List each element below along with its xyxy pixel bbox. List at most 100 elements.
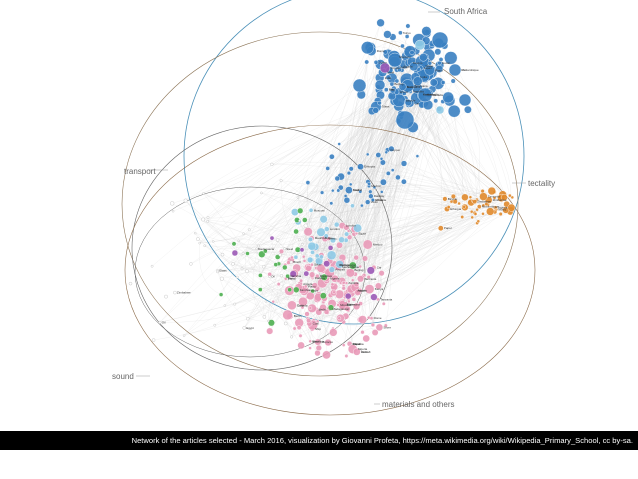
network-node bbox=[296, 196, 300, 199]
network-edge bbox=[247, 196, 454, 319]
network-edge bbox=[331, 181, 404, 256]
network-node bbox=[370, 322, 376, 328]
node-label: Canada bbox=[297, 303, 308, 307]
node-label: Tanzania bbox=[364, 277, 376, 281]
network-node bbox=[390, 88, 396, 94]
network-node bbox=[193, 231, 197, 235]
network-node bbox=[405, 23, 411, 29]
network-edge bbox=[337, 61, 395, 179]
network-node bbox=[300, 242, 304, 246]
network-node bbox=[203, 244, 206, 248]
network-node bbox=[492, 196, 497, 200]
network-node bbox=[438, 57, 444, 62]
node-label: Botswana bbox=[347, 302, 361, 306]
network-edge bbox=[355, 100, 400, 267]
network-node bbox=[283, 321, 288, 326]
network-edge bbox=[403, 181, 484, 214]
network-node bbox=[334, 175, 340, 182]
network-edge bbox=[159, 67, 398, 323]
network-edge bbox=[298, 99, 466, 251]
network-node bbox=[213, 323, 217, 327]
node-label: Zambia bbox=[339, 263, 349, 267]
network-node bbox=[150, 264, 154, 268]
network-node bbox=[341, 343, 346, 347]
node-label: Kenya bbox=[423, 93, 432, 97]
network-node bbox=[358, 189, 363, 194]
network-node bbox=[327, 245, 334, 251]
network-node bbox=[476, 204, 482, 209]
node-label: Zambia bbox=[300, 288, 310, 292]
network-edge bbox=[352, 212, 475, 266]
network-edge bbox=[284, 248, 318, 354]
node-label: Water bbox=[347, 302, 355, 306]
network-node bbox=[369, 316, 374, 321]
network-edge bbox=[258, 196, 465, 247]
node-label: Madrid bbox=[353, 188, 363, 192]
network-node bbox=[508, 193, 512, 198]
network-node bbox=[373, 60, 379, 65]
node-label: Iron bbox=[389, 88, 395, 92]
node-label: Ethiopia bbox=[375, 198, 386, 202]
node-label: Gold bbox=[297, 303, 304, 307]
network-node bbox=[397, 67, 402, 73]
network-node bbox=[379, 62, 391, 74]
network-edge bbox=[419, 94, 502, 199]
network-node bbox=[469, 209, 474, 214]
network-node bbox=[151, 338, 156, 342]
network-edge bbox=[213, 241, 304, 302]
network-node bbox=[398, 83, 407, 91]
node-label: Canada bbox=[432, 93, 443, 97]
network-node bbox=[389, 81, 395, 87]
network-node bbox=[182, 334, 186, 337]
network-node bbox=[310, 249, 315, 255]
node-label: Aircraft bbox=[361, 350, 371, 354]
network-node bbox=[344, 305, 351, 312]
node-label: Aircraft bbox=[335, 268, 345, 272]
network-node bbox=[414, 39, 426, 51]
network-node bbox=[354, 289, 362, 296]
network-node bbox=[298, 333, 303, 338]
network-node bbox=[429, 78, 438, 87]
network-node bbox=[218, 292, 224, 297]
network-node bbox=[282, 309, 293, 321]
network-node bbox=[287, 287, 293, 293]
network-node bbox=[450, 193, 456, 199]
node-label: Oil bbox=[271, 275, 275, 279]
node-label: Morocco bbox=[322, 340, 334, 344]
network-node bbox=[402, 91, 407, 96]
network-edge bbox=[346, 207, 496, 235]
network-node bbox=[171, 209, 175, 213]
network-edge bbox=[343, 69, 400, 289]
node-label: Wood bbox=[288, 277, 296, 281]
network-node bbox=[374, 79, 386, 91]
network-node bbox=[336, 303, 340, 307]
network-node bbox=[198, 241, 201, 245]
network-edge bbox=[312, 190, 483, 253]
node-labels: Mauritius Zimbabwe Namibia Madagascar Angola… bbox=[162, 31, 508, 354]
network-node bbox=[262, 315, 267, 319]
network-node bbox=[298, 219, 301, 223]
node-label: Kenya bbox=[309, 289, 318, 293]
network-edge bbox=[285, 264, 318, 354]
network-edge bbox=[364, 201, 456, 259]
network-node bbox=[307, 241, 317, 251]
node-label: Botswana bbox=[407, 85, 421, 89]
network-edge bbox=[207, 182, 308, 219]
network-node bbox=[240, 267, 244, 271]
network-edge bbox=[244, 246, 312, 328]
network-edge bbox=[372, 77, 392, 325]
node-label: Japan bbox=[357, 289, 366, 293]
network-node bbox=[170, 201, 175, 206]
node-label: Railway bbox=[374, 194, 385, 198]
region-label-sound: sound bbox=[112, 372, 134, 381]
network-node bbox=[377, 100, 382, 106]
network-node bbox=[293, 286, 300, 293]
node-label: Nigeria bbox=[498, 205, 508, 209]
network-node bbox=[404, 34, 410, 39]
network-node bbox=[323, 309, 330, 315]
network-edge bbox=[203, 193, 343, 305]
network-edge bbox=[247, 253, 310, 324]
network-node bbox=[500, 194, 508, 201]
network-node bbox=[271, 299, 275, 304]
network-edge bbox=[277, 275, 302, 346]
